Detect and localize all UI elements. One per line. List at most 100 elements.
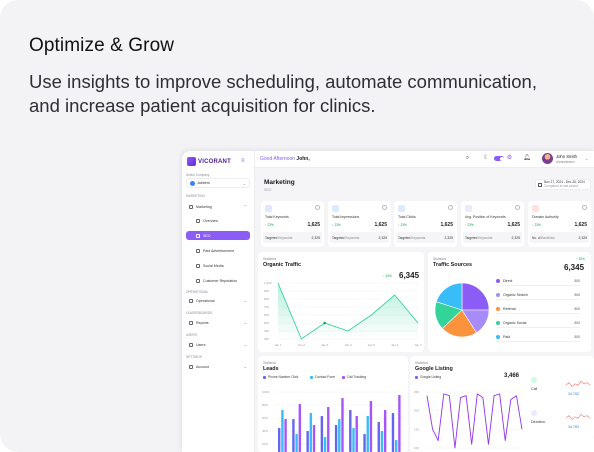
legend-item: Contact Form	[310, 375, 335, 379]
info-icon[interactable]	[315, 205, 320, 210]
sidebar-item-seo[interactable]: SEO	[186, 231, 250, 240]
chevron-down-icon: ⌄	[243, 364, 247, 369]
sparkline	[565, 380, 591, 387]
sidebar-item-social-media[interactable]: Social Media	[186, 261, 250, 270]
sidebar-item-customer-reputation[interactable]: Customer Reputation	[186, 276, 250, 285]
report-icon	[189, 320, 193, 325]
bar	[309, 413, 313, 452]
traffic-sources-panel: Statistics Traffic Sources ↑ 34% 6,345 D…	[428, 252, 591, 352]
x-tick-label: Jan 4	[344, 343, 352, 347]
sidebar-item-marketing[interactable]: Marketing ⌃	[186, 202, 250, 211]
sidebar-item-operational[interactable]: Operational ⌄	[186, 296, 250, 305]
kpi-footer-label-a: Targeted	[265, 235, 278, 240]
y-tick-label: 800	[264, 297, 269, 301]
sidebar-item-overview[interactable]: Overview	[186, 216, 250, 225]
info-icon[interactable]	[515, 205, 520, 210]
date-range-value: Nov 27, 2024 - Dec 26, 2024	[544, 180, 585, 184]
section-leaderboards: LEADERBOARDS	[186, 311, 213, 315]
kpi-value: 1,625	[440, 222, 453, 228]
kpi-footer-value: 2,325	[511, 235, 521, 240]
call-metric: Call 34,783	[530, 376, 594, 400]
kpi-footer-label-b: Keywords	[345, 235, 360, 240]
bar	[295, 434, 298, 452]
kpi-footer: Targeted Keywords 2,325	[263, 232, 322, 243]
leads-chart: 100% 80% 60% 40% 20%	[262, 390, 404, 452]
kpi-value: 1,625	[574, 222, 587, 228]
bar	[284, 419, 287, 452]
legend-value: 500	[574, 307, 580, 311]
collapse-sidebar-icon[interactable]: ≡	[241, 158, 245, 164]
kpi-badge-icon	[465, 205, 472, 212]
kpi-card: Avg. Position of Keywords ↑ 23% 1,625 Targe…	[461, 201, 524, 247]
kpi-name: Avg. Position of Keywords	[465, 215, 506, 219]
y-tick-label: 100%	[262, 390, 270, 394]
bar	[327, 407, 330, 452]
date-range-picker[interactable]: Nov 27, 2024 - Dec 26, 2024 Compared to …	[535, 179, 591, 190]
area-fill	[278, 283, 418, 339]
bar	[363, 434, 366, 452]
kpi-card: Total Keywords ↑ 23% 1,625 Targeted Keyword…	[261, 201, 324, 247]
legend-label: Referral	[503, 307, 516, 311]
traffic-sources-chart	[434, 282, 490, 338]
bar	[380, 431, 384, 452]
legend-label: Call Tracking	[347, 375, 367, 379]
metric-value: 34,783	[568, 425, 579, 429]
legend-label: Direct	[503, 279, 513, 283]
legend-label: Phone Number Click	[268, 375, 299, 379]
organic-traffic-chart: 1,000 900 800 700 600 500 400 300 Jan 1 Jan 2 Jan …	[264, 281, 422, 347]
sidebar-item-users[interactable]: Users ⌄	[186, 340, 250, 349]
legend-swatch	[496, 321, 500, 325]
page-title: Marketing	[264, 179, 295, 186]
kpi-footer: Targeted Keywords 2,325	[463, 232, 522, 243]
kpi-name: Domain Authority	[532, 215, 559, 219]
kpi-badge-icon	[532, 205, 539, 212]
y-tick-label: 1,000	[264, 281, 272, 285]
pie-slice	[461, 282, 490, 311]
kpi-change: ↑ 23%	[465, 223, 474, 227]
info-icon[interactable]	[582, 205, 587, 210]
bell-icon[interactable]: 🔔︎	[523, 155, 531, 161]
kpi-footer-label-b: Backlinks	[541, 235, 555, 240]
info-icon[interactable]	[448, 205, 453, 210]
sidebar-item-reports[interactable]: Reports ⌄	[186, 318, 250, 327]
sidebar-item-label: Customer Reputation	[203, 278, 237, 283]
panel-eyebrow: Statistics	[433, 257, 447, 261]
legend-item: Organic Search 500	[496, 291, 580, 300]
legend-item: Call Tracking	[342, 375, 366, 379]
breadcrumb: SEO	[264, 188, 272, 192]
bar	[306, 431, 309, 452]
chevron-down-icon: ⌄	[242, 180, 246, 186]
y-tick-label: 60%	[262, 416, 268, 420]
sidebar: VICORANT ≡ Select Company Jabbers ⌄ MARK…	[182, 151, 255, 452]
y-tick-label: 250	[414, 390, 419, 394]
moon-icon[interactable]: ☾	[483, 155, 490, 161]
legend-label: Contact Form	[315, 375, 335, 379]
legend-label: Organic Social	[503, 321, 527, 325]
theme-toggle[interactable]	[494, 156, 504, 161]
organic-value: 6,345	[399, 271, 420, 280]
panel-eyebrow: Statistics	[263, 257, 277, 261]
search-icon[interactable]: ⌕	[465, 155, 470, 161]
sidebar-item-paid-advertisement[interactable]: Paid Advertisement	[186, 246, 250, 255]
y-tick-label: 300	[264, 337, 269, 341]
traffic-value: 6,345	[564, 263, 585, 272]
y-tick-label: 500	[264, 321, 269, 325]
sidebar-item-account[interactable]: Account ⌄	[186, 362, 250, 371]
organic-traffic-panel: Statistics Organic Traffic ↑ 34% 6,345 1…	[258, 252, 424, 352]
avatar[interactable]	[542, 153, 553, 164]
megaphone-icon	[189, 204, 193, 209]
info-icon[interactable]	[382, 205, 387, 210]
legend-value: 500	[574, 279, 580, 283]
bar	[320, 416, 324, 452]
gear-icon[interactable]: ⚙	[506, 155, 513, 161]
feature-headline: Optimize & Grow	[29, 35, 175, 56]
kpi-footer-value: 2,325	[311, 235, 321, 240]
y-tick-label: 20%	[262, 442, 268, 446]
kpi-name: Total Keywords	[265, 215, 289, 219]
data-point	[323, 321, 326, 325]
company-select[interactable]: Jabbers ⌄	[186, 178, 250, 188]
logo-text: VICORANT	[198, 158, 231, 165]
chevron-down-icon[interactable]: ⌄	[585, 156, 589, 161]
section-marketing: MARKETING	[186, 194, 205, 198]
greeting-name: John,	[296, 156, 310, 162]
